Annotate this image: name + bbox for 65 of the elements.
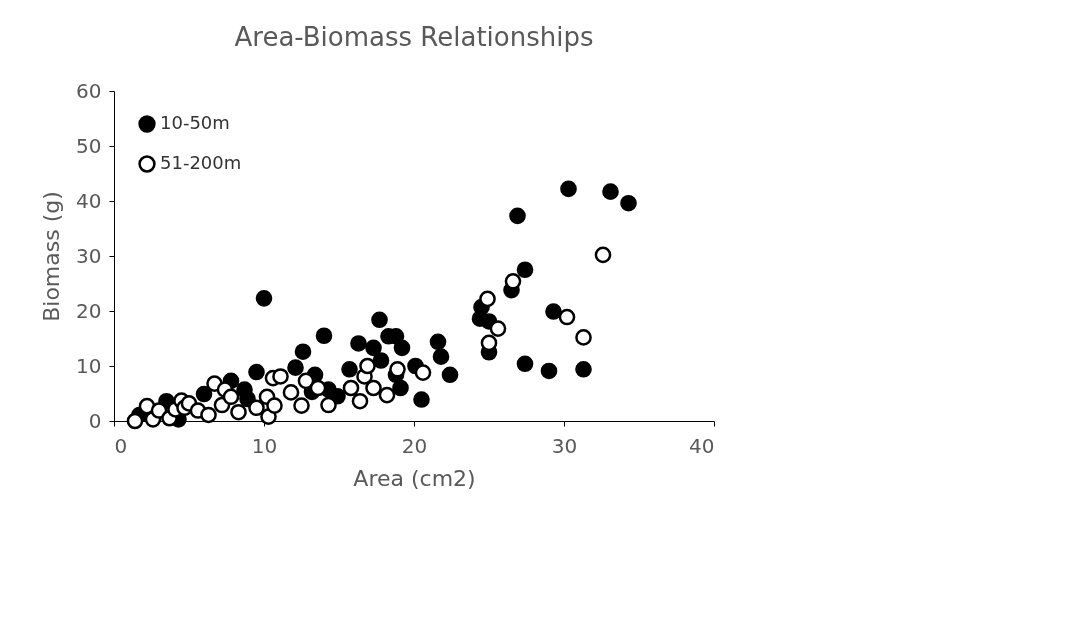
y-tick-label: 10 xyxy=(76,353,102,378)
point xyxy=(560,180,577,198)
x-tick-label: 20 xyxy=(401,433,428,458)
point xyxy=(365,379,382,397)
point xyxy=(365,339,382,357)
point xyxy=(594,246,612,264)
y-tick-label: 40 xyxy=(76,188,102,213)
y-tick-label: 0 xyxy=(88,408,102,433)
point xyxy=(432,348,450,365)
point xyxy=(248,399,265,417)
point xyxy=(414,364,432,381)
point xyxy=(293,397,310,414)
point xyxy=(255,290,273,307)
point xyxy=(315,327,333,345)
point xyxy=(372,352,390,369)
x-tick-label: 30 xyxy=(551,433,578,458)
point xyxy=(126,412,144,430)
point xyxy=(575,360,592,378)
point xyxy=(413,391,430,408)
legend-label: 10-50m xyxy=(160,112,230,133)
point xyxy=(294,343,312,361)
point xyxy=(266,397,283,414)
x-tick-label: 0 xyxy=(114,433,128,458)
point xyxy=(602,183,619,200)
point xyxy=(272,368,289,385)
point xyxy=(516,355,534,373)
point xyxy=(429,333,447,351)
point xyxy=(575,329,592,346)
point xyxy=(287,359,304,376)
point xyxy=(359,357,376,375)
chart-title: Area-Biomass Relationships xyxy=(234,22,594,52)
x-axis-title: Area (cm2) xyxy=(353,465,476,491)
point xyxy=(222,388,240,406)
point xyxy=(195,385,213,403)
point xyxy=(342,379,360,397)
point xyxy=(351,392,369,410)
y-tick-label: 60 xyxy=(76,78,102,103)
x-tick-label: 10 xyxy=(251,433,278,458)
point xyxy=(545,303,562,320)
point xyxy=(371,311,388,329)
y-axis-title: Biomass (g) xyxy=(39,191,65,322)
point xyxy=(558,308,576,326)
point xyxy=(309,379,327,397)
point xyxy=(441,366,459,384)
point xyxy=(378,386,396,404)
point xyxy=(320,396,337,414)
point xyxy=(509,207,526,225)
point xyxy=(248,363,265,381)
point xyxy=(479,290,496,308)
point xyxy=(516,261,534,279)
point xyxy=(282,384,300,401)
point xyxy=(350,335,367,352)
point xyxy=(620,194,637,212)
point xyxy=(392,379,409,397)
y-tick-label: 20 xyxy=(76,298,102,323)
x-tick-label: 40 xyxy=(689,433,715,458)
point xyxy=(200,406,217,424)
y-tick-label: 50 xyxy=(76,133,102,158)
point xyxy=(393,339,411,357)
point xyxy=(489,320,507,337)
y-tick-label: 30 xyxy=(76,243,102,268)
point xyxy=(341,360,358,378)
legend-label: 51-200m xyxy=(160,152,242,173)
point xyxy=(230,403,247,421)
point xyxy=(540,362,558,380)
